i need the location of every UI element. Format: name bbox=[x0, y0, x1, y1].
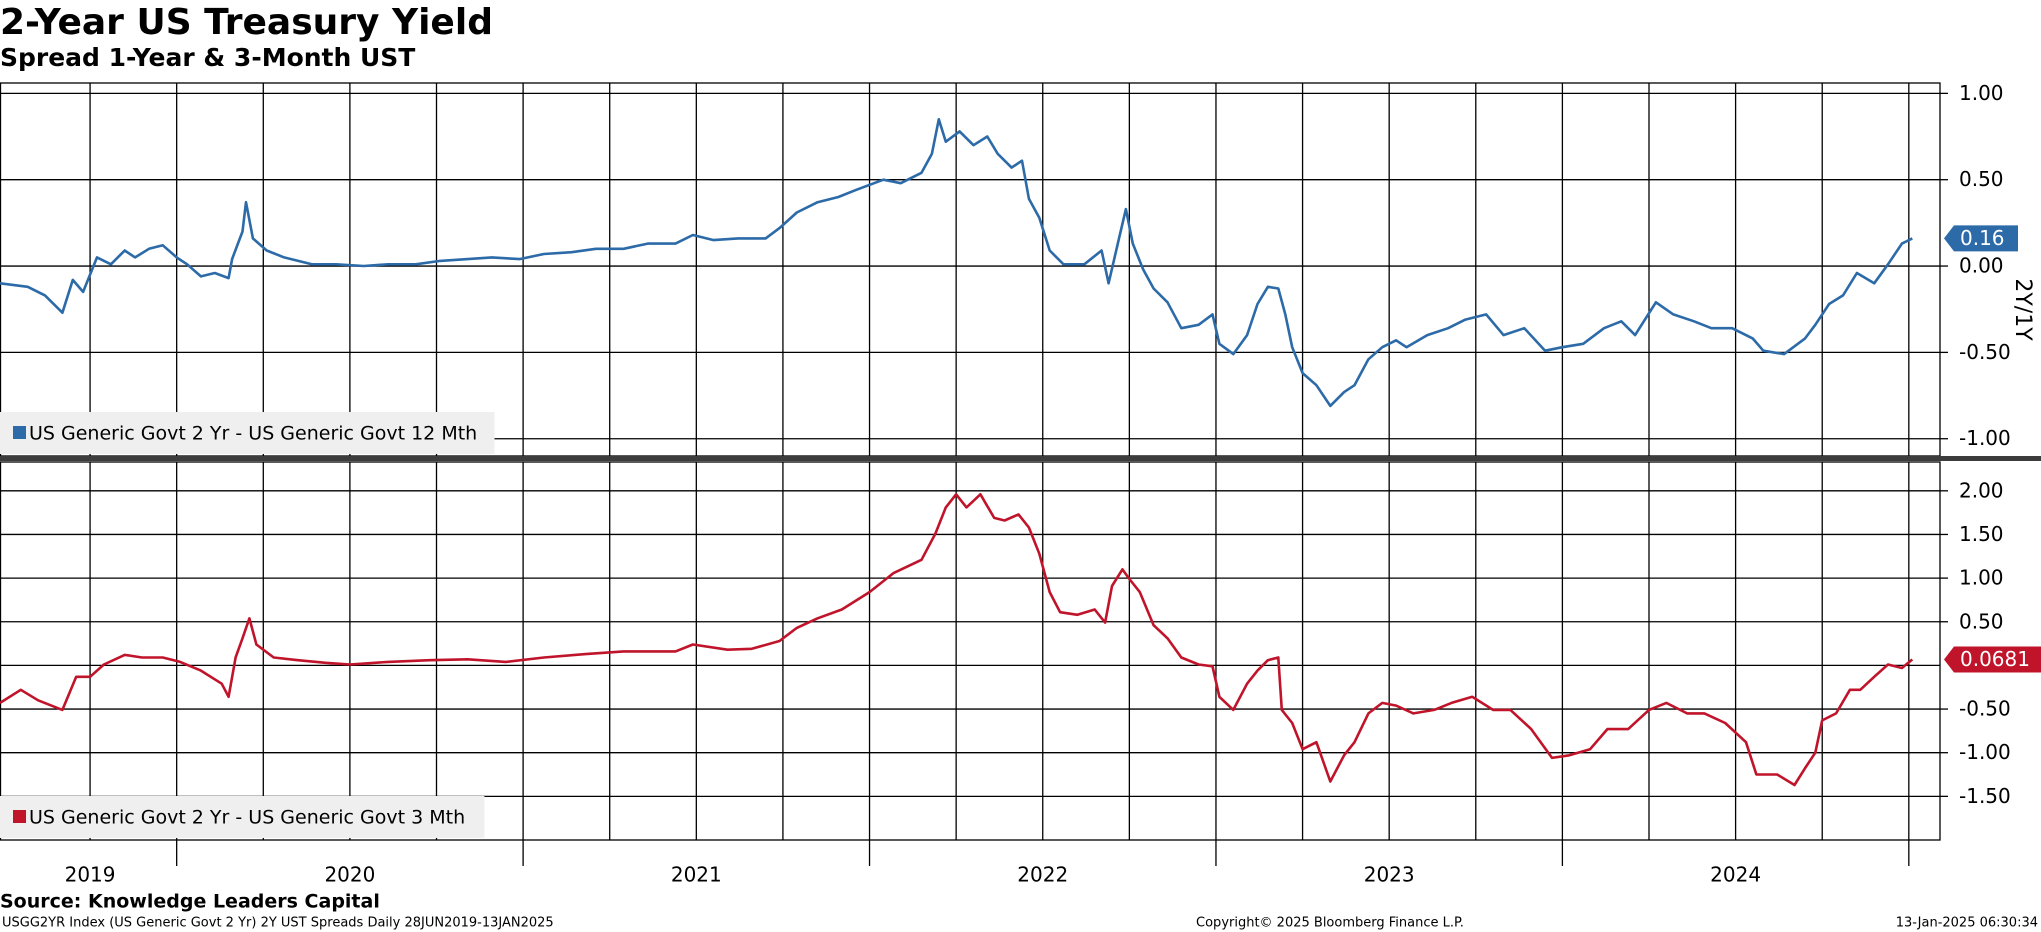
y-tick-label: 1.00 bbox=[1959, 566, 2004, 590]
y-tick-label: 1.50 bbox=[1959, 522, 2004, 546]
y-tick-label: -0.50 bbox=[1959, 697, 2011, 721]
y-axis-label: 2Y/1Y bbox=[2010, 278, 2035, 341]
plot-frame bbox=[0, 461, 1941, 841]
y-tick-label: 1.00 bbox=[1959, 81, 2004, 105]
y-tick-label: 0.00 bbox=[1959, 254, 2004, 278]
legend-swatch bbox=[13, 810, 26, 823]
y-tick-label: 0.50 bbox=[1959, 167, 2004, 191]
legend-box bbox=[0, 412, 495, 454]
panel-separator bbox=[0, 456, 2041, 461]
last-value-tag bbox=[1944, 225, 2018, 252]
copyright: Copyright© 2025 Bloomberg Finance L.P. bbox=[1196, 916, 1464, 931]
x-tick-label: 2024 bbox=[1710, 863, 1761, 887]
timestamp: 13-Jan-2025 06:30:34 bbox=[1896, 916, 2038, 931]
chart-title: 2-Year US Treasury Yield bbox=[0, 2, 493, 43]
description: USGG2YR Index (US Generic Govt 2 Yr) 2Y … bbox=[2, 916, 554, 931]
source: Source: Knowledge Leaders Capital bbox=[0, 891, 380, 913]
chart-subtitle: Spread 1-Year & 3-Month UST bbox=[0, 43, 415, 72]
legend-label: US Generic Govt 2 Yr - US Generic Govt 1… bbox=[29, 423, 477, 445]
series-line bbox=[0, 118, 1913, 408]
series-line bbox=[0, 493, 1914, 787]
y-tick-label: 0.50 bbox=[1959, 609, 2004, 633]
legend-swatch bbox=[13, 426, 26, 439]
x-tick-label: 2021 bbox=[671, 863, 722, 887]
y-tick-label: -0.50 bbox=[1959, 340, 2011, 364]
y-tick-label: -1.00 bbox=[1959, 740, 2011, 764]
x-tick-label: 2020 bbox=[324, 863, 375, 887]
y-tick-label: -1.00 bbox=[1959, 426, 2011, 450]
x-tick-label: 2019 bbox=[65, 863, 116, 887]
x-tick-label: 2023 bbox=[1364, 863, 1415, 887]
last-value-tag bbox=[1944, 646, 2041, 673]
legend-label: US Generic Govt 2 Yr - US Generic Govt 3… bbox=[29, 807, 465, 829]
legend-box bbox=[0, 796, 485, 838]
last-value-label: 0.16 bbox=[1960, 226, 2005, 250]
last-value-label: 0.0681 bbox=[1960, 647, 2030, 671]
y-tick-label: -1.50 bbox=[1959, 784, 2011, 808]
y-tick-label: 2.00 bbox=[1959, 478, 2004, 502]
x-tick-label: 2022 bbox=[1017, 863, 1068, 887]
